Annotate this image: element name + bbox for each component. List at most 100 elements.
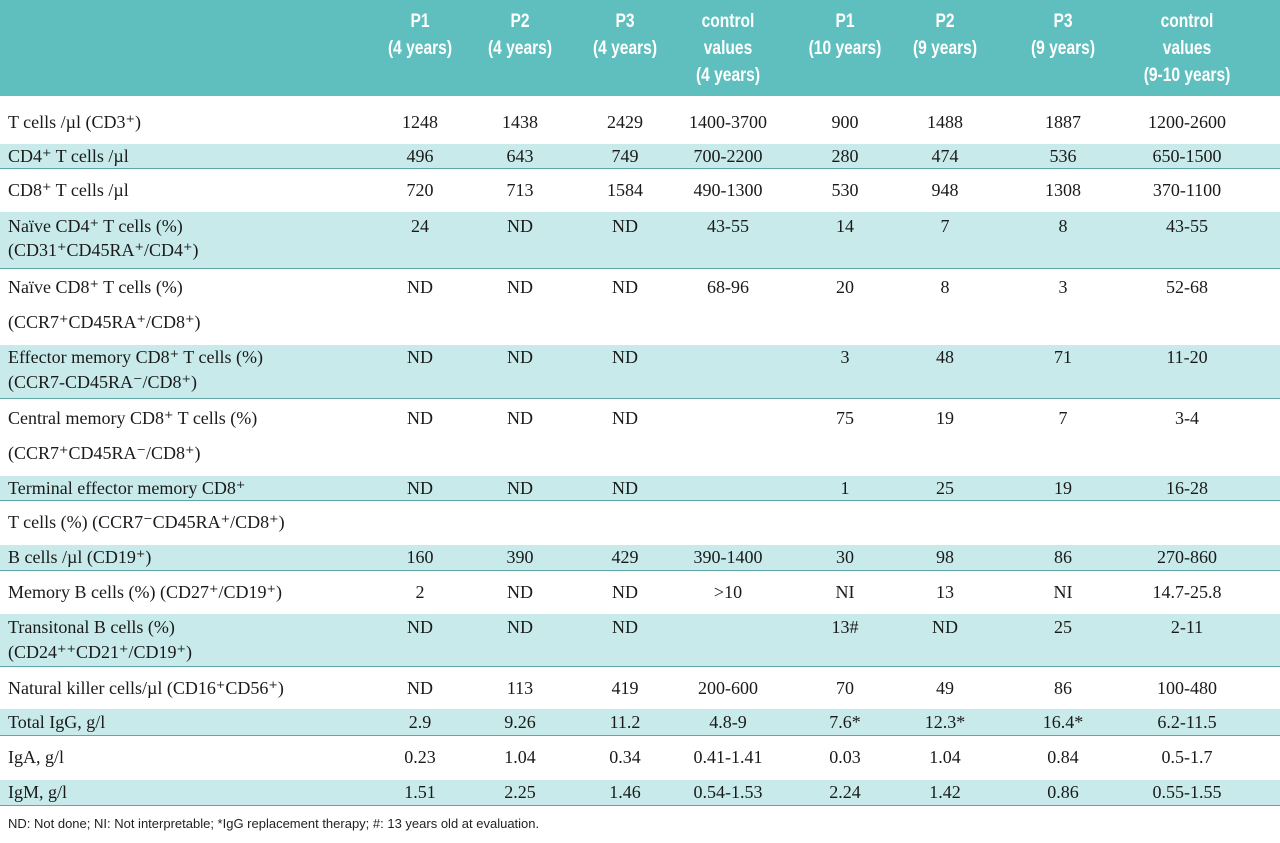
row-label: (CCR7-CD45RA⁻/CD8⁺) (8, 372, 198, 392)
row-label: CD8⁺ T cells /µl (8, 180, 129, 200)
cell-value: 1584 (607, 180, 643, 200)
column-header-line: (10 years) (808, 38, 882, 59)
column-header-line: (4 years) (487, 38, 553, 59)
cell-value: ND (407, 277, 433, 297)
table-header (0, 0, 1280, 96)
cell-value: 1200-2600 (1148, 112, 1226, 132)
cell-value: 720 (406, 180, 434, 200)
cell-value: 86 (1054, 678, 1072, 698)
cell-value: NI (1053, 582, 1073, 602)
cell-value: 68-96 (707, 277, 749, 297)
row-label: Effector memory CD8⁺ T cells (%) (8, 347, 263, 367)
cell-value: 650-1500 (1152, 146, 1222, 166)
cell-value: 280 (831, 146, 859, 166)
cell-value: 0.55-1.55 (1152, 782, 1222, 802)
column-header-line: P3 (1053, 11, 1073, 32)
column-header: P3 (9 years) (1018, 8, 1108, 62)
cell-value: 1.51 (404, 782, 436, 802)
column-header: control values (9-10 years) (1142, 8, 1232, 89)
row-shading (0, 780, 1280, 806)
cell-value: 160 (406, 547, 434, 567)
cell-value: 16.4* (1042, 712, 1084, 732)
cell-value: 0.86 (1047, 782, 1079, 802)
cell-value: ND (507, 347, 533, 367)
cell-value: 8 (940, 277, 950, 297)
cell-value: 25 (936, 478, 954, 498)
cell-value: 24 (411, 216, 429, 236)
row-label: (CCR7⁺CD45RA⁺/CD8⁺) (8, 312, 201, 332)
row-label: IgM, g/l (8, 782, 68, 802)
column-header-line: (4 years) (592, 38, 658, 59)
cell-value: 1.42 (929, 782, 961, 802)
table-footnote: ND: Not done; NI: Not interpretable; *Ig… (8, 816, 540, 831)
row-label: T cells (%) (CCR7⁻CD45RA⁺/CD8⁺) (8, 512, 285, 532)
cell-value: NI (835, 582, 855, 602)
cell-value: 1248 (402, 112, 438, 132)
column-header-line: values (703, 38, 753, 59)
cell-value: ND (507, 478, 533, 498)
row-shading (0, 709, 1280, 736)
cell-value: 530 (831, 180, 859, 200)
column-header-line: (9-10 years) (1143, 65, 1231, 86)
cell-value: ND (612, 478, 638, 498)
cell-value: 900 (831, 112, 859, 132)
row-label: CD4⁺ T cells /µl (8, 146, 129, 166)
cell-value: 0.03 (829, 747, 861, 767)
cell-value: 0.23 (404, 747, 436, 767)
cell-value: 9.26 (504, 712, 536, 732)
cell-value: 390 (506, 547, 534, 567)
row-label: Natural killer cells/µl (CD16⁺CD56⁺) (8, 678, 284, 698)
cell-value: 100-480 (1157, 678, 1217, 698)
cell-value: 749 (611, 146, 639, 166)
cell-value: 19 (1054, 478, 1072, 498)
cell-value: 390-1400 (693, 547, 763, 567)
cell-value: 474 (931, 146, 959, 166)
row-label: Total IgG, g/l (8, 712, 106, 732)
cell-value: 14.7-25.8 (1152, 582, 1222, 602)
row-label: B cells /µl (CD19⁺) (8, 547, 152, 567)
row-shading (0, 476, 1280, 501)
row-shading (0, 545, 1280, 571)
cell-value: 0.5-1.7 (1161, 747, 1213, 767)
cell-value: 14 (836, 216, 854, 236)
cell-value: 3-4 (1175, 408, 1199, 428)
row-label: (CCR7⁺CD45RA⁻/CD8⁺) (8, 443, 201, 463)
cell-value: ND (612, 408, 638, 428)
cell-value: ND (507, 408, 533, 428)
column-header-line: (9 years) (912, 38, 978, 59)
cell-value: 429 (611, 547, 639, 567)
cell-value: 30 (836, 547, 854, 567)
cell-value: 1438 (502, 112, 538, 132)
row-label: T cells /µl (CD3⁺) (8, 112, 142, 132)
cell-value: 948 (931, 180, 959, 200)
cell-value: 0.41-1.41 (693, 747, 763, 767)
cell-value: 1308 (1045, 180, 1081, 200)
cell-value: 12.3* (924, 712, 966, 732)
cell-value: 2 (415, 582, 425, 602)
cell-value: 2429 (607, 112, 643, 132)
column-header-line: control (701, 11, 755, 32)
column-header-line: control (1160, 11, 1214, 32)
row-label: (CD31⁺CD45RA⁺/CD4⁺) (8, 240, 199, 260)
cell-value: ND (507, 216, 533, 236)
cell-value: 536 (1049, 146, 1077, 166)
cell-value: 270-860 (1157, 547, 1217, 567)
cell-value: 490-1300 (693, 180, 763, 200)
column-header-line: values (1162, 38, 1212, 59)
cell-value: 43-55 (707, 216, 749, 236)
cell-value: ND (407, 678, 433, 698)
cell-value: 496 (406, 146, 434, 166)
row-shading (0, 614, 1280, 667)
cell-value: ND (407, 408, 433, 428)
cell-value: 113 (506, 678, 534, 698)
cell-value: 52-68 (1166, 277, 1208, 297)
row-label: IgA, g/l (8, 747, 64, 767)
cell-value: 7.6* (829, 712, 861, 732)
column-header: P1 (4 years) (375, 8, 465, 62)
row-label: Central memory CD8⁺ T cells (%) (8, 408, 258, 428)
column-header: P1 (10 years) (800, 8, 890, 62)
cell-value: ND (612, 216, 638, 236)
cell-value: 8 (1058, 216, 1068, 236)
cell-value: ND (407, 478, 433, 498)
column-header-line: (4 years) (695, 65, 761, 86)
